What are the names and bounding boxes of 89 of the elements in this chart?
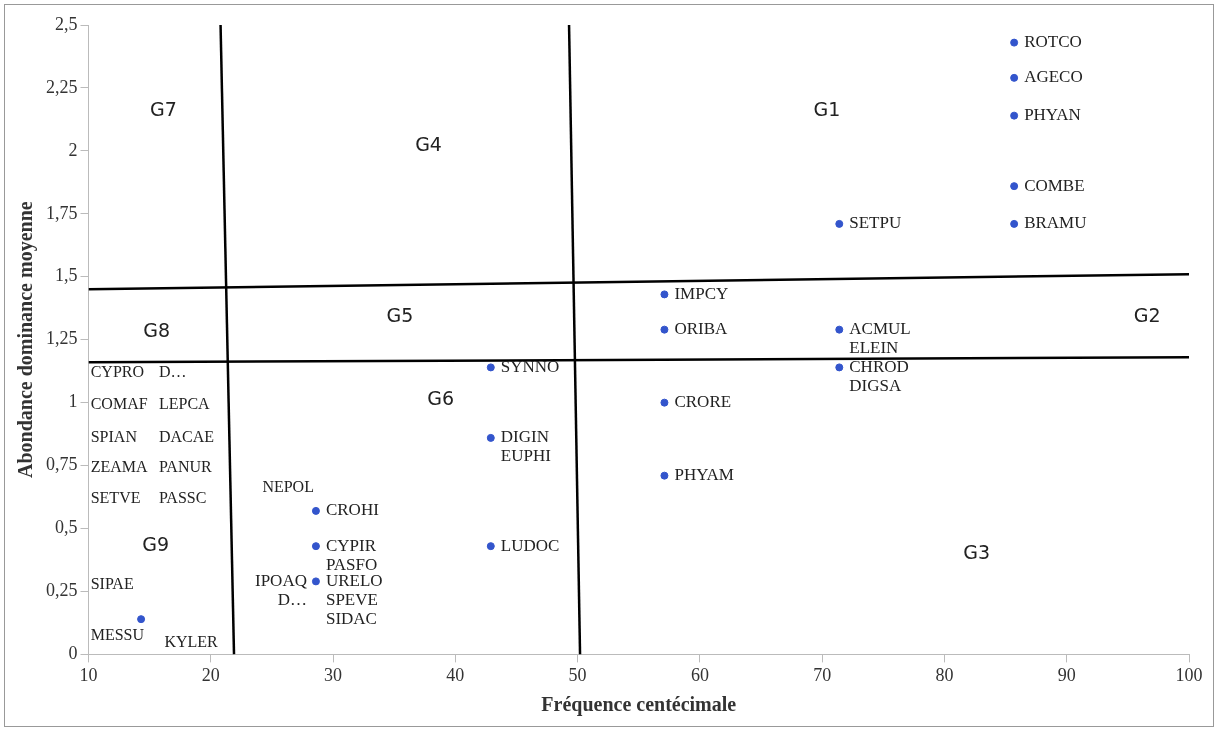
x-tick-label: 30 — [324, 664, 343, 685]
annotation: IPOAQ — [254, 570, 307, 590]
x-tick-label: 70 — [813, 664, 832, 685]
annotation: G1 — [813, 97, 841, 120]
annotation: DIGIN — [500, 427, 549, 447]
point — [660, 290, 669, 299]
annotation: ELEIN — [849, 338, 899, 358]
annotation: SIPAE — [90, 575, 134, 593]
annotation: D… — [277, 589, 307, 609]
annotation: CROHI — [325, 500, 380, 520]
annotation: CHROD — [849, 356, 909, 376]
point — [311, 506, 320, 515]
y-tick-label: 0,25 — [46, 580, 78, 601]
annotation: SIDAC — [325, 608, 377, 628]
point — [1010, 111, 1019, 120]
annotation: G5 — [386, 303, 414, 326]
annotation: PASSC — [158, 488, 207, 506]
point — [835, 325, 844, 334]
x-tick-label: 20 — [201, 664, 220, 685]
point — [835, 363, 844, 372]
annotation: G3 — [963, 540, 991, 563]
point — [486, 433, 495, 442]
annotation: COMBE — [1024, 175, 1085, 195]
annotation: IMPCY — [674, 283, 729, 303]
annotation: BRAMU — [1024, 213, 1087, 233]
point — [1010, 73, 1019, 82]
annotation: G2 — [1133, 303, 1161, 326]
annotation: PHYAN — [1024, 105, 1081, 125]
annotation: CYPIR — [325, 535, 377, 555]
y-tick-label: 2 — [68, 139, 78, 160]
annotation: G9 — [142, 533, 170, 556]
x-tick-label: 100 — [1175, 664, 1203, 685]
y-tick-label: 2,5 — [55, 13, 78, 34]
annotation: G8 — [143, 319, 171, 342]
point — [835, 219, 844, 228]
annotation: LUDOC — [500, 535, 560, 555]
annotation: ZEAMA — [90, 458, 149, 476]
annotation: EUPHI — [500, 446, 552, 466]
annotation: SETPU — [849, 213, 902, 233]
point — [311, 577, 320, 586]
annotation: AGECO — [1024, 67, 1083, 87]
point — [660, 398, 669, 407]
annotation: G6 — [427, 387, 455, 410]
point — [311, 542, 320, 551]
annotation: PHYAM — [674, 465, 734, 485]
annotation: KYLER — [164, 633, 219, 651]
annotation: ROTCO — [1024, 32, 1082, 52]
x-tick-label: 80 — [935, 664, 954, 685]
annotation: SYNNO — [500, 356, 560, 376]
point — [660, 471, 669, 480]
annotation: DIGSA — [849, 375, 902, 395]
annotation: DACAE — [158, 428, 215, 446]
y-tick-label: 2,25 — [46, 76, 78, 97]
y-tick-label: 1,25 — [46, 328, 78, 349]
point — [1010, 182, 1019, 191]
y-tick-label: 0,5 — [55, 517, 78, 538]
annotation: PANUR — [158, 458, 213, 476]
y-axis-title: Abondance dominance moyenne — [14, 201, 38, 479]
annotation: NEPOL — [262, 478, 314, 496]
annotation: SPEVE — [325, 589, 378, 609]
annotation: CRORE — [674, 392, 732, 412]
point — [486, 542, 495, 551]
x-tick-label: 50 — [568, 664, 587, 685]
x-tick-label: 40 — [446, 664, 465, 685]
annotation: ACMUL — [849, 319, 911, 339]
y-tick-label: 1,5 — [55, 265, 78, 286]
annotation: COMAF — [90, 395, 148, 413]
point — [486, 363, 495, 372]
y-tick-label: 0,75 — [46, 454, 78, 475]
annotation: ORIBA — [674, 319, 729, 339]
annotation: LEPCA — [158, 395, 211, 413]
annotation: SPIAN — [90, 428, 138, 446]
x-axis-title: Fréquence centécimale — [541, 693, 737, 717]
annotation: CYPRO — [90, 362, 145, 380]
annotation: D… — [158, 362, 187, 380]
y-tick-label: 0 — [68, 643, 78, 664]
annotation: SETVE — [90, 488, 141, 506]
x-tick-label: 10 — [79, 664, 98, 685]
x-tick-label: 90 — [1057, 664, 1076, 685]
point — [660, 325, 669, 334]
annotation: MESSU — [90, 625, 145, 643]
point — [137, 615, 146, 624]
point — [1010, 38, 1019, 47]
point — [1010, 219, 1019, 228]
annotation: G7 — [149, 97, 177, 120]
y-tick-label: 1,75 — [46, 202, 78, 223]
annotation: G4 — [415, 132, 442, 155]
x-tick-label: 60 — [690, 664, 709, 685]
y-tick-label: 1 — [68, 391, 78, 412]
